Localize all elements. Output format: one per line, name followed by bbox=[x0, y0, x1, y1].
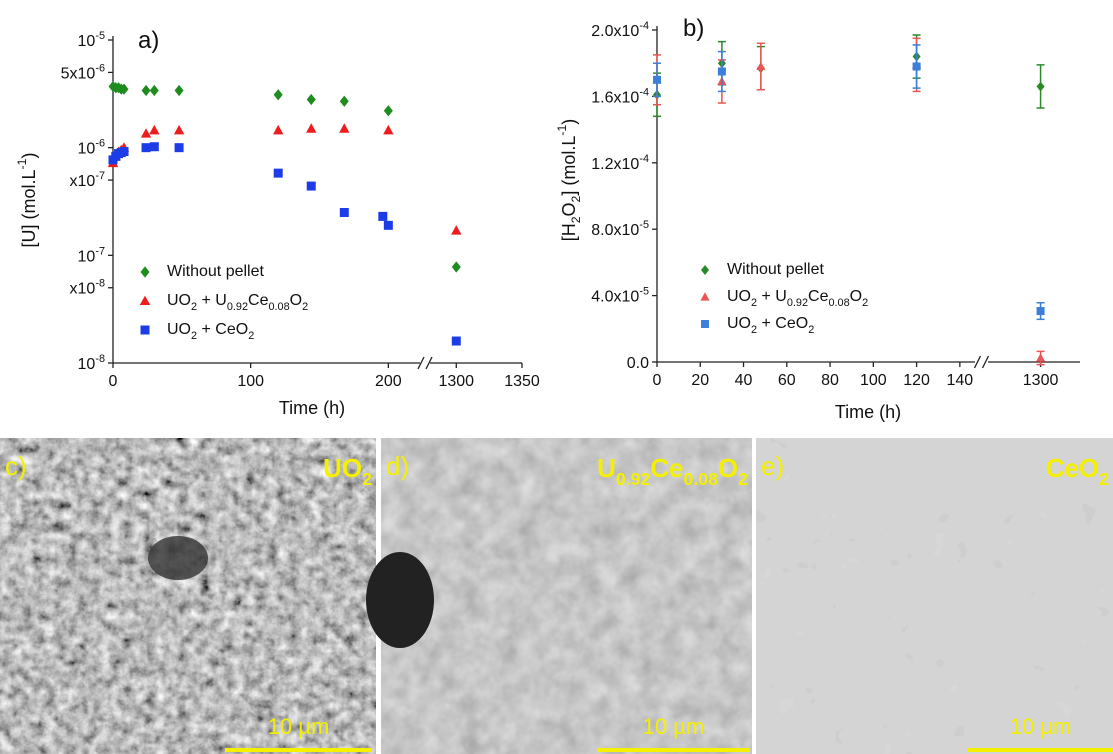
data-point bbox=[140, 128, 152, 138]
data-point bbox=[273, 124, 284, 135]
sem-image bbox=[381, 438, 752, 754]
data-point bbox=[174, 84, 184, 97]
data-point bbox=[173, 124, 185, 135]
panel-label: e) bbox=[761, 451, 784, 481]
scale-label: 10 µm bbox=[1010, 714, 1072, 739]
data-point bbox=[141, 143, 151, 153]
material-label: CeO2 bbox=[1046, 453, 1109, 489]
material-label: U0.92Ce0.08O2 bbox=[597, 453, 748, 489]
legend-marker bbox=[701, 320, 709, 328]
data-point bbox=[1035, 353, 1046, 362]
material-label: UO2 bbox=[323, 453, 372, 489]
data-point bbox=[339, 123, 350, 133]
data-point bbox=[451, 225, 462, 235]
x-tick-label: 100 bbox=[860, 372, 887, 389]
y-tick-label: 1.6x10-4 bbox=[591, 86, 649, 106]
x-tick-label: 1300 bbox=[438, 373, 474, 390]
x-tick-label: 100 bbox=[237, 373, 264, 390]
data-point bbox=[174, 143, 184, 153]
data-point bbox=[451, 336, 461, 346]
axis-break bbox=[417, 356, 425, 370]
data-point bbox=[273, 168, 283, 178]
data-point bbox=[119, 83, 129, 95]
x-tick-label: 80 bbox=[821, 372, 839, 389]
data-point bbox=[306, 181, 316, 191]
y-axis-title: [H2O2] (mol.L-1) bbox=[555, 119, 583, 242]
x-tick-label: 120 bbox=[903, 372, 930, 389]
panel-label: c) bbox=[5, 451, 27, 481]
data-point bbox=[306, 123, 317, 133]
y-tick-label: 10-8 bbox=[78, 353, 105, 373]
y-tick-label: 4.0x10-5 bbox=[591, 285, 649, 305]
data-point bbox=[1036, 81, 1045, 92]
pore bbox=[148, 536, 208, 580]
sem-images bbox=[0, 438, 1113, 754]
scale-label: 10 µm bbox=[268, 714, 330, 739]
y-tick-label: 0.0 bbox=[627, 355, 649, 372]
legend-label: UO2 + CeO2 bbox=[727, 315, 814, 336]
x-tick-label: 1300 bbox=[1023, 372, 1059, 389]
axis-break bbox=[425, 356, 433, 370]
y-axis-title: [U] (mol.L-1) bbox=[15, 153, 39, 248]
data-point bbox=[383, 105, 393, 117]
data-point bbox=[141, 84, 151, 97]
x-axis-title: Time (h) bbox=[835, 402, 901, 422]
sem-image bbox=[0, 438, 376, 754]
x-tick-label: 0 bbox=[653, 372, 662, 389]
x-tick-label: 1350 bbox=[504, 373, 540, 390]
axis-break bbox=[973, 355, 982, 369]
scale-label: 10 µm bbox=[643, 714, 705, 739]
axis-break bbox=[981, 355, 990, 369]
sem-image bbox=[756, 438, 1113, 754]
panel-label: a) bbox=[138, 27, 159, 54]
x-tick-label: 200 bbox=[375, 373, 402, 390]
y-tick-label: x10-8 bbox=[70, 278, 105, 298]
y-tick-label: 10-5 bbox=[78, 30, 105, 50]
panel-label: b) bbox=[683, 15, 704, 42]
legend-marker bbox=[140, 266, 150, 278]
data-point bbox=[383, 220, 393, 230]
legend-label: UO2 + U0.92Ce0.08O2 bbox=[727, 288, 868, 309]
x-axis-title: Time (h) bbox=[279, 398, 345, 418]
panel-label: d) bbox=[386, 451, 409, 481]
legend-marker bbox=[139, 295, 151, 306]
y-tick-label: x10-7 bbox=[70, 170, 105, 190]
data-point bbox=[451, 261, 461, 273]
x-tick-label: 40 bbox=[735, 372, 753, 389]
data-point bbox=[273, 89, 283, 101]
data-point bbox=[339, 207, 349, 217]
legend-marker bbox=[140, 325, 150, 335]
x-tick-label: 0 bbox=[109, 373, 118, 390]
data-point bbox=[756, 61, 766, 71]
pore bbox=[366, 552, 434, 648]
data-point bbox=[378, 211, 388, 221]
data-point bbox=[339, 95, 349, 107]
data-point bbox=[149, 142, 159, 152]
data-point bbox=[383, 124, 394, 135]
y-tick-label: 2.0x10-4 bbox=[591, 20, 649, 40]
data-point bbox=[149, 124, 160, 135]
data-point bbox=[1036, 307, 1045, 316]
y-tick-label: 1.2x10-4 bbox=[591, 153, 649, 173]
data-point bbox=[653, 75, 661, 84]
x-tick-label: 60 bbox=[778, 372, 796, 389]
x-tick-label: 20 bbox=[691, 372, 709, 389]
legend-label: Without pellet bbox=[167, 263, 264, 280]
y-tick-label: 8.0x10-5 bbox=[591, 219, 649, 239]
legend-label: UO2 + U0.92Ce0.08O2 bbox=[167, 292, 308, 313]
legend-marker bbox=[701, 265, 709, 275]
data-point bbox=[912, 62, 921, 71]
data-point bbox=[306, 93, 316, 106]
data-point bbox=[119, 147, 129, 157]
data-point bbox=[149, 84, 159, 97]
y-tick-label: 10-6 bbox=[78, 138, 105, 158]
legend-label: UO2 + CeO2 bbox=[167, 321, 254, 342]
y-tick-label: 5x10-6 bbox=[61, 62, 105, 82]
legend-marker bbox=[700, 292, 710, 301]
legend-label: Without pellet bbox=[727, 261, 824, 278]
data-point bbox=[717, 67, 726, 76]
x-tick-label: 140 bbox=[947, 372, 974, 389]
y-tick-label: 10-7 bbox=[78, 245, 105, 265]
